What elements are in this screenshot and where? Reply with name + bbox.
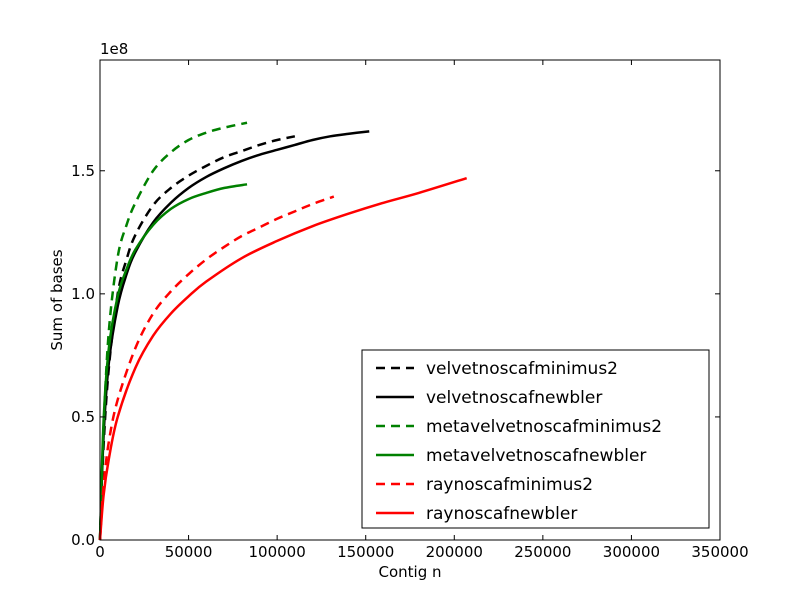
legend-label: velvetnoscafminimus2 <box>426 359 618 379</box>
y-tick-label: 0.0 <box>71 531 95 549</box>
x-tick-label: 250000 <box>514 543 571 561</box>
x-tick-label: 0 <box>95 543 105 561</box>
legend: velvetnoscafminimus2 velvetnoscafnewbler m… <box>361 349 710 529</box>
x-tick-label: 150000 <box>337 543 394 561</box>
legend-box <box>361 349 710 529</box>
y-tick-label: 1.0 <box>71 285 95 303</box>
legend-label: raynoscafminimus2 <box>426 475 593 495</box>
y-offset-label: 1e8 <box>100 40 128 58</box>
plot-area-frame <box>99 59 721 541</box>
y-tick-label: 0.5 <box>71 408 95 426</box>
series-line-6 <box>98 176 468 541</box>
legend-label: metavelvetnoscafminimus2 <box>426 417 662 437</box>
x-tick-label: 300000 <box>603 543 660 561</box>
legend-label: raynoscafnewbler <box>426 504 577 524</box>
series-line-4 <box>98 183 248 541</box>
x-tick-label: 50000 <box>165 543 213 561</box>
x-tick-label: 350000 <box>691 543 748 561</box>
series-line-2 <box>98 130 370 541</box>
y-tick-label: 1.5 <box>71 162 95 180</box>
y-axis-label: Sum of bases <box>48 249 66 350</box>
axis-ticks: 0 50000 100000 150000 200000 250000 300000 3500… <box>71 60 749 561</box>
x-tick-label: 200000 <box>426 543 483 561</box>
legend-label: velvetnoscafnewbler <box>426 388 602 408</box>
x-axis-label: Contig n <box>378 563 441 581</box>
series-lines <box>98 121 468 541</box>
x-tick-label: 100000 <box>249 543 306 561</box>
legend-label: metavelvetnoscafnewbler <box>426 446 646 466</box>
